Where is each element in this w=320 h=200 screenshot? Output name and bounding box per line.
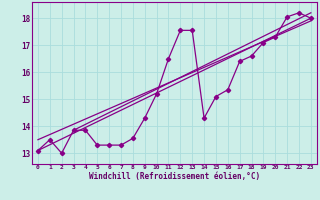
X-axis label: Windchill (Refroidissement éolien,°C): Windchill (Refroidissement éolien,°C) bbox=[89, 172, 260, 181]
